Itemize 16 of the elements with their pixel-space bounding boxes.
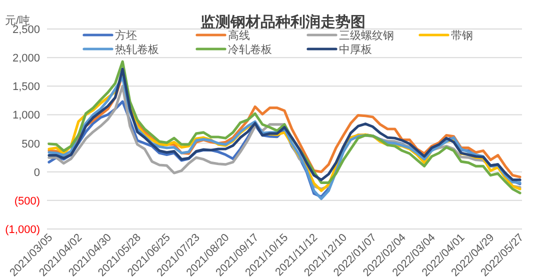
y-tick-label: (1,000) <box>5 224 40 236</box>
legend-label: 带钢 <box>451 29 473 42</box>
y-tick-label: 0 <box>34 166 40 179</box>
legend-label: 高线 <box>228 29 250 42</box>
y-axis-title: 元/吨 <box>5 14 30 27</box>
y-tick-label: 500 <box>22 138 40 150</box>
y-tick-label: 1,500 <box>12 81 40 94</box>
legend-label: 中厚板 <box>339 43 372 56</box>
y-tick-label: 2,500 <box>12 24 40 36</box>
legend-label: 方坯 <box>115 29 137 42</box>
y-tick-label: (500) <box>14 195 40 208</box>
legend-label: 热轧卷板 <box>115 44 159 56</box>
y-tick-label: 1,000 <box>12 110 40 122</box>
legend-label: 三级螺纹钢 <box>339 29 394 42</box>
legend-label: 冷轧卷板 <box>228 44 272 56</box>
y-tick-label: 2,000 <box>12 52 40 65</box>
